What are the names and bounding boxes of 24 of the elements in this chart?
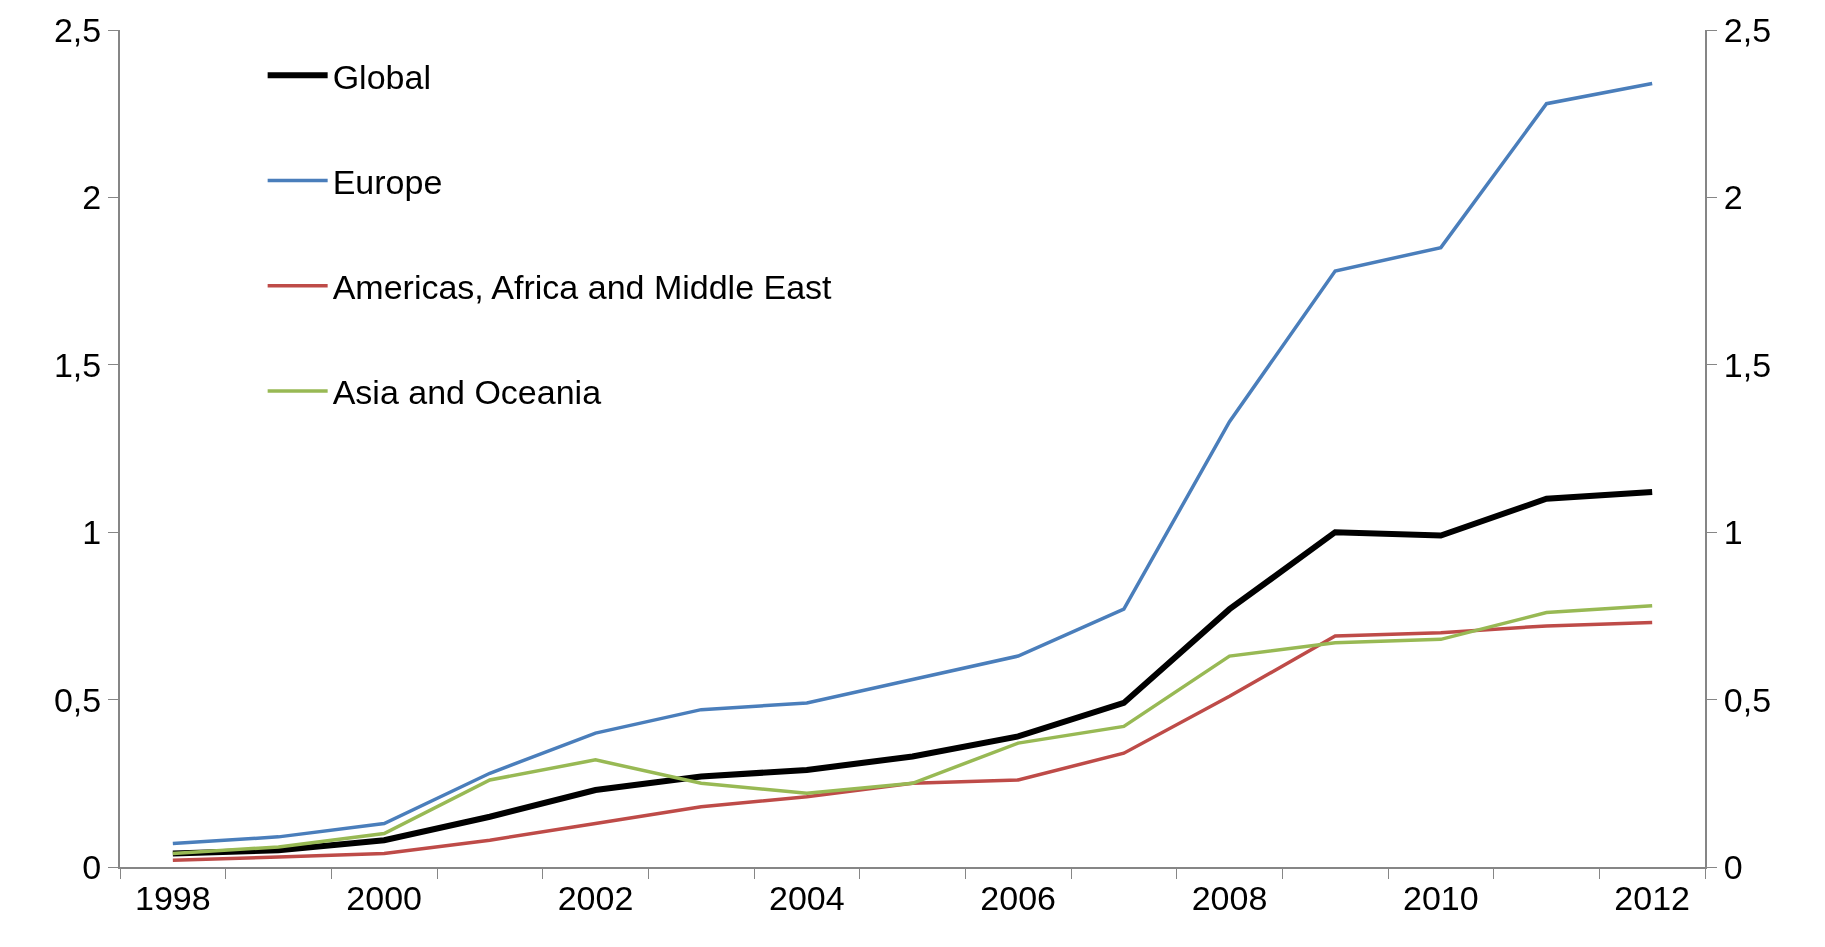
y-tick-label: 1 (82, 513, 102, 552)
x-tick-label: 2002 (557, 878, 634, 917)
y2-tick-label: 0,5 (1723, 680, 1772, 719)
y2-tick-label: 0 (1723, 847, 1743, 886)
legend-label: Asia and Oceania (332, 373, 602, 412)
x-tick-label: 2008 (1191, 878, 1268, 917)
legend-label: Americas, Africa and Middle East (332, 268, 833, 306)
x-tick-label: 2004 (769, 878, 845, 917)
y-tick-label: 0,5 (53, 680, 102, 719)
x-tick-label: 1998 (135, 878, 211, 917)
y2-tick-label: 2,5 (1723, 10, 1772, 49)
legend-label: Europe (332, 162, 443, 201)
x-tick-label: 2012 (1614, 878, 1690, 917)
y-tick-label: 0 (82, 847, 102, 886)
y2-tick-label: 2 (1723, 178, 1743, 217)
x-tick-label: 2010 (1403, 878, 1479, 917)
y2-tick-label: 1 (1723, 513, 1743, 552)
y-tick-label: 2,5 (53, 10, 102, 49)
x-tick-label: 2000 (346, 878, 422, 917)
x-tick-label: 2006 (980, 878, 1056, 917)
y-tick-label: 1,5 (53, 345, 102, 384)
legend-label: Global (332, 57, 431, 96)
y-tick-label: 2 (82, 178, 102, 217)
y2-tick-label: 1,5 (1723, 345, 1772, 384)
